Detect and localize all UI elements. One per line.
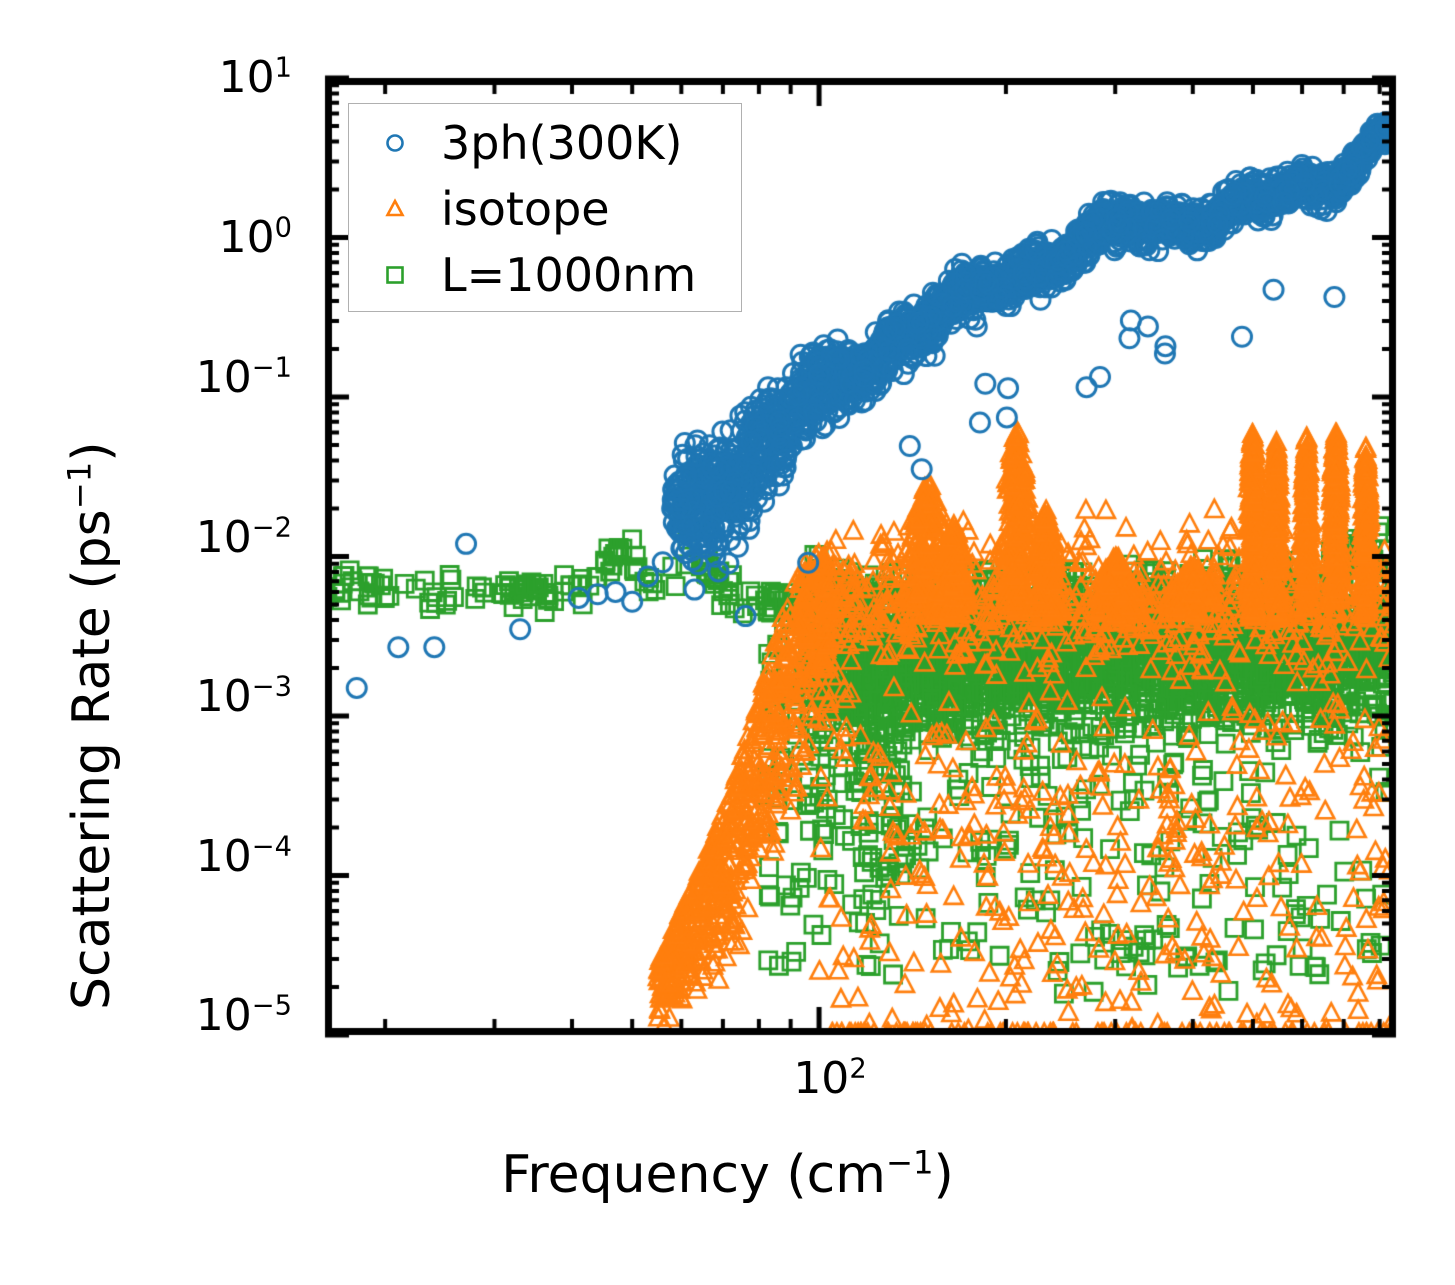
legend-item-length: L=1000nm (349, 242, 741, 308)
legend-triangle-icon (349, 196, 441, 222)
legend-label-isotope: isotope (441, 182, 610, 236)
ytick-label-1: 100 (218, 212, 292, 263)
y-axis-label: Scattering Rate (ps−1) (60, 441, 122, 1010)
legend-item-isotope: isotope (349, 176, 741, 242)
ytick-label-3: 10−2 (195, 512, 292, 563)
ytick-label-4: 10−3 (195, 671, 292, 722)
ytick-label-2: 10−1 (195, 352, 292, 403)
ytick-label-5: 10−4 (195, 831, 292, 882)
legend-item-3ph: 3ph(300K) (349, 110, 741, 176)
legend: 3ph(300K) isotope L=1000nm (348, 103, 742, 312)
legend-square-icon (349, 262, 441, 288)
xtick-label-0: 102 (793, 1053, 867, 1104)
legend-label-length: L=1000nm (441, 248, 697, 302)
legend-circle-icon (349, 130, 441, 156)
ytick-label-0: 101 (218, 52, 292, 103)
ytick-label-6: 10−5 (195, 990, 292, 1041)
legend-label-3ph: 3ph(300K) (441, 116, 683, 170)
x-axis-label: Frequency (cm−1) (501, 1143, 954, 1205)
